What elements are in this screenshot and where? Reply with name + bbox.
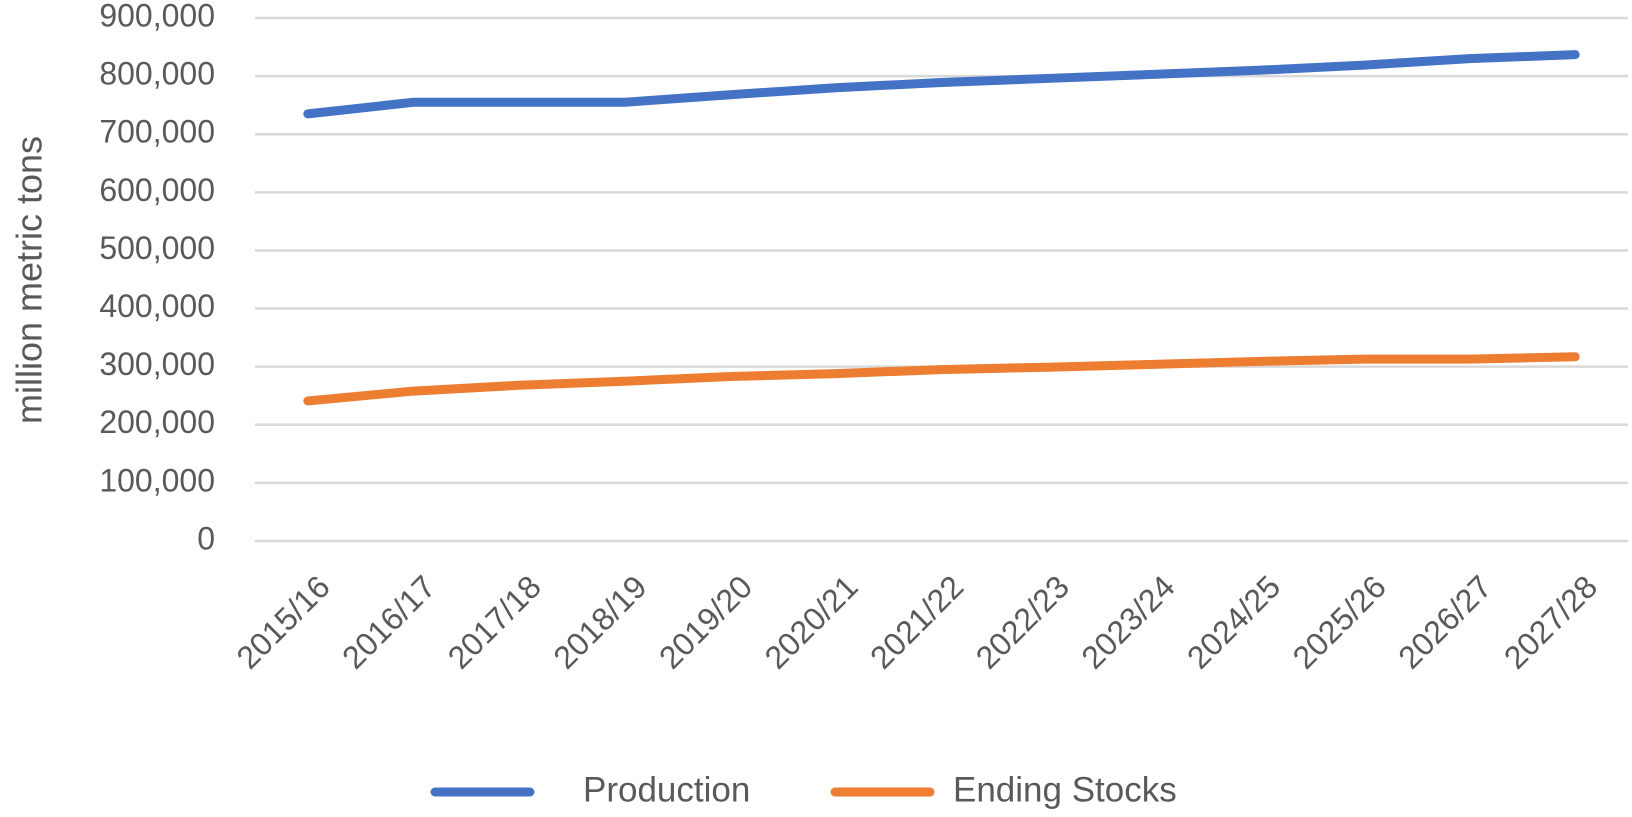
legend-label: Production	[583, 770, 750, 809]
y-tick-label: 600,000	[99, 172, 215, 208]
y-tick-label: 400,000	[99, 288, 215, 324]
y-tick-label: 500,000	[99, 230, 215, 266]
x-tick-label: 2023/24	[1074, 568, 1181, 675]
y-tick-label: 900,000	[99, 0, 215, 33]
x-tick-label: 2022/23	[969, 568, 1076, 675]
y-tick-label: 100,000	[99, 462, 215, 498]
series-line	[303, 50, 1580, 119]
y-tick-label: 0	[197, 520, 215, 556]
x-tick-label: 2018/19	[546, 568, 653, 675]
y-tick-label: 300,000	[99, 346, 215, 382]
x-tick-label: 2017/18	[441, 568, 548, 675]
x-tick-label: 2025/26	[1286, 568, 1393, 675]
x-tick-label: 2015/16	[229, 568, 336, 675]
x-tick-label: 2027/28	[1497, 568, 1604, 675]
y-tick-label: 700,000	[99, 114, 215, 150]
x-tick-label: 2019/20	[652, 568, 759, 675]
y-tick-label: 200,000	[99, 404, 215, 440]
y-tick-label: 800,000	[99, 56, 215, 92]
x-tick-label: 2021/22	[863, 568, 970, 675]
y-axis-label: million metric tons	[9, 136, 50, 424]
x-tick-label: 2024/25	[1180, 568, 1287, 675]
x-tick-label: 2016/17	[335, 568, 442, 675]
legend-label: Ending Stocks	[953, 770, 1177, 809]
series-line	[303, 352, 1580, 406]
x-tick-label: 2026/27	[1391, 568, 1498, 675]
x-tick-label: 2020/21	[758, 568, 865, 675]
